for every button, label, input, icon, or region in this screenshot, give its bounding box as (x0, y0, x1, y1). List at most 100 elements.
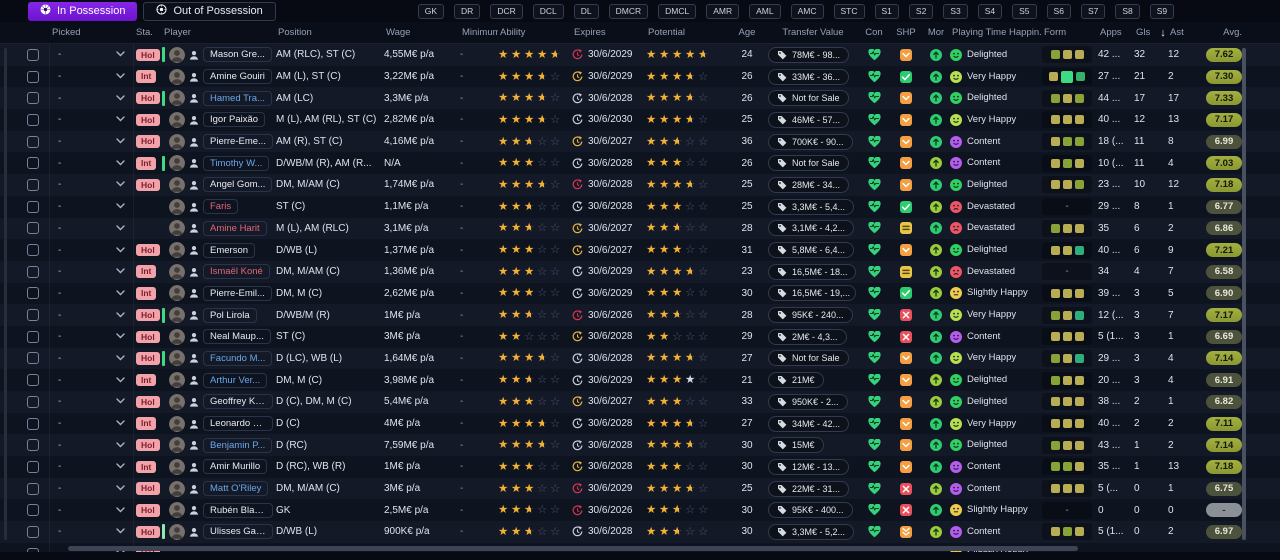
position-filter-dcr[interactable]: DCR (490, 3, 523, 19)
transfer-value-cell[interactable]: 3,3M€ - 5,2... (768, 521, 858, 543)
picked-dropdown[interactable]: - (50, 477, 134, 500)
transfer-value-cell[interactable]: 95K€ - 240... (768, 304, 858, 326)
transfer-value-cell[interactable]: 5,8M€ - 6,4... (768, 239, 858, 261)
tab-out-of-possession[interactable]: Out of Possession (143, 1, 276, 21)
row-checkbox[interactable] (16, 87, 50, 110)
vertical-scrollbar-left[interactable] (4, 48, 7, 540)
table-row[interactable]: - Int Amir Murillo D (RC), WB (R) 1M€ p/… (0, 456, 1280, 478)
row-checkbox[interactable] (16, 456, 50, 478)
transfer-value-cell[interactable]: 3,3M€ - 5,4... (768, 196, 858, 218)
row-checkbox[interactable] (16, 109, 50, 131)
table-row[interactable]: - Hol Benjamin P... D (RC) 7,59M€ p/a - … (0, 434, 1280, 457)
table-row[interactable]: - Hol Hamed Tra... AM (LC) 3,3M€ p/a - ★… (0, 87, 1280, 110)
row-checkbox[interactable] (16, 130, 50, 153)
picked-dropdown[interactable]: - (50, 109, 134, 131)
transfer-value-cell[interactable]: 12M€ - 13... (768, 456, 858, 478)
transfer-value-cell[interactable]: Not for Sale (768, 152, 858, 174)
transfer-value-cell[interactable]: 3,1M€ - 4,2... (768, 218, 858, 240)
row-checkbox[interactable] (16, 369, 50, 391)
table-row[interactable]: - Hol Ulisses Gar... D/WB (L) 900K€ p/a … (0, 521, 1280, 543)
player-name[interactable]: Matt O'Riley (203, 481, 269, 497)
player-cell[interactable]: Facundo M... (162, 348, 276, 370)
col-header-gls[interactable]: Gls ↓ (1136, 26, 1166, 39)
table-row[interactable]: - Hol Pierre-Eme... AM (R), ST (C) 4,16M… (0, 130, 1280, 153)
position-filter-dmcl[interactable]: DMCL (658, 3, 697, 19)
col-header-form[interactable]: Form (1044, 27, 1067, 38)
picked-dropdown[interactable]: - (50, 304, 134, 326)
table-row[interactable]: - Faris ST (C) 1,1M€ p/a - ★ ★ ☆ ★ ☆ ☆ 30/6/2… (0, 195, 1280, 218)
table-row[interactable]: - Int Leonardo B... D (C) 4M€ p/a - ★ ★ ★ ☆… (0, 412, 1280, 435)
player-name[interactable]: Geoffrey Ko... (203, 394, 273, 410)
row-checkbox[interactable] (16, 434, 50, 457)
picked-dropdown[interactable]: - (50, 152, 134, 175)
picked-dropdown[interactable]: - (50, 325, 134, 348)
position-filter-dl[interactable]: DL (573, 3, 599, 19)
row-checkbox[interactable] (16, 44, 50, 66)
player-cell[interactable]: Pierre-Eme... (162, 131, 276, 153)
player-cell[interactable]: Angel Gom... (162, 174, 276, 196)
picked-dropdown[interactable]: - (50, 412, 134, 435)
transfer-value-cell[interactable]: 15M€ (768, 434, 858, 456)
player-name[interactable]: Amine Harit (203, 220, 267, 236)
row-checkbox[interactable] (16, 304, 50, 326)
position-filter-s7[interactable]: S7 (1080, 3, 1106, 19)
player-cell[interactable]: Geoffrey Ko... (162, 391, 276, 413)
table-row[interactable]: - Hol Rubén Blan... GK 2,5M€ p/a - ★ ★ ☆ ★ ☆… (0, 499, 1280, 522)
player-name[interactable]: Neal Maup... (203, 329, 271, 345)
player-name[interactable]: Amir Murillo (203, 459, 268, 475)
picked-dropdown[interactable]: - (50, 174, 134, 196)
transfer-value-cell[interactable]: 16,5M€ - 19,... (768, 283, 858, 305)
row-checkbox[interactable] (16, 325, 50, 348)
transfer-value-cell[interactable]: 21M€ (768, 369, 858, 391)
col-header-player[interactable]: Player (164, 27, 191, 38)
col-header-age[interactable]: Age (738, 27, 756, 38)
player-cell[interactable]: Amine Gouiri (162, 66, 276, 88)
transfer-value-cell[interactable]: 46M€ - 57... (768, 109, 858, 131)
table-row[interactable]: - Hol Mason Gre... AM (RLC), ST (C) 4,55… (0, 44, 1280, 66)
player-cell[interactable]: Pol Lirola (162, 304, 276, 326)
col-header-picked[interactable]: Picked (52, 27, 81, 38)
player-name[interactable]: Arthur Ver... (203, 372, 268, 388)
player-cell[interactable]: Mason Gre... (162, 44, 276, 66)
position-filter-s4[interactable]: S4 (977, 3, 1003, 19)
col-header-transfer-value[interactable]: Transfer Value (782, 27, 844, 38)
transfer-value-cell[interactable]: 2M€ - 4,3... (768, 326, 858, 348)
player-cell[interactable]: Rubén Blan... (162, 499, 276, 521)
table-row[interactable]: - Hol Facundo M... D (LC), WB (L) 1,64M€… (0, 347, 1280, 370)
player-cell[interactable]: Igor Paixão (162, 109, 276, 131)
col-header-apps[interactable]: Apps (1100, 27, 1122, 38)
player-cell[interactable]: Faris (162, 196, 276, 218)
player-name[interactable]: Pierre-Eme... (203, 134, 273, 150)
row-checkbox[interactable] (16, 391, 50, 413)
transfer-value-cell[interactable]: 33M€ - 36... (768, 66, 858, 88)
transfer-value-cell[interactable]: 700K€ - 90... (768, 131, 858, 153)
transfer-value-cell[interactable]: 22M€ - 31... (768, 478, 858, 500)
row-checkbox[interactable] (16, 65, 50, 88)
table-row[interactable]: - Hol Angel Gom... DM, M/AM (C) 1,74M€ p… (0, 174, 1280, 196)
player-cell[interactable]: Ulisses Gar... (162, 521, 276, 543)
row-checkbox[interactable] (16, 477, 50, 500)
col-header-ast[interactable]: Ast (1170, 27, 1184, 38)
col-header-potential[interactable]: Potential (648, 27, 685, 38)
row-checkbox[interactable] (16, 239, 50, 261)
player-name[interactable]: Emerson (203, 242, 256, 258)
player-name[interactable]: Leonardo B... (203, 416, 273, 432)
transfer-value-cell[interactable]: 78M€ - 98... (768, 44, 858, 66)
picked-dropdown[interactable]: - (50, 130, 134, 153)
col-header-wage[interactable]: Wage (386, 27, 411, 38)
row-checkbox[interactable] (16, 521, 50, 543)
picked-dropdown[interactable]: - (50, 499, 134, 522)
picked-dropdown[interactable]: - (50, 239, 134, 261)
row-checkbox[interactable] (16, 412, 50, 435)
player-name[interactable]: Ulisses Gar... (203, 524, 273, 540)
row-checkbox[interactable] (16, 260, 50, 283)
row-checkbox[interactable] (16, 347, 50, 370)
table-row[interactable]: - Amine Harit M (L), AM (RLC) 3,1M€ p/a … (0, 217, 1280, 240)
picked-dropdown[interactable]: - (50, 87, 134, 110)
position-filter-dmcr[interactable]: DMCR (608, 3, 649, 19)
player-name[interactable]: Faris (203, 199, 239, 215)
table-row[interactable]: - Hol Igor Paixão M (L), AM (RL), ST (C)… (0, 109, 1280, 131)
position-filter-dcl[interactable]: DCL (532, 3, 564, 19)
table-row[interactable]: - Hol Pol Lirola D/WB/M (R) 1M€ p/a - ★ ★… (0, 304, 1280, 326)
player-cell[interactable]: Amir Murillo (162, 456, 276, 478)
